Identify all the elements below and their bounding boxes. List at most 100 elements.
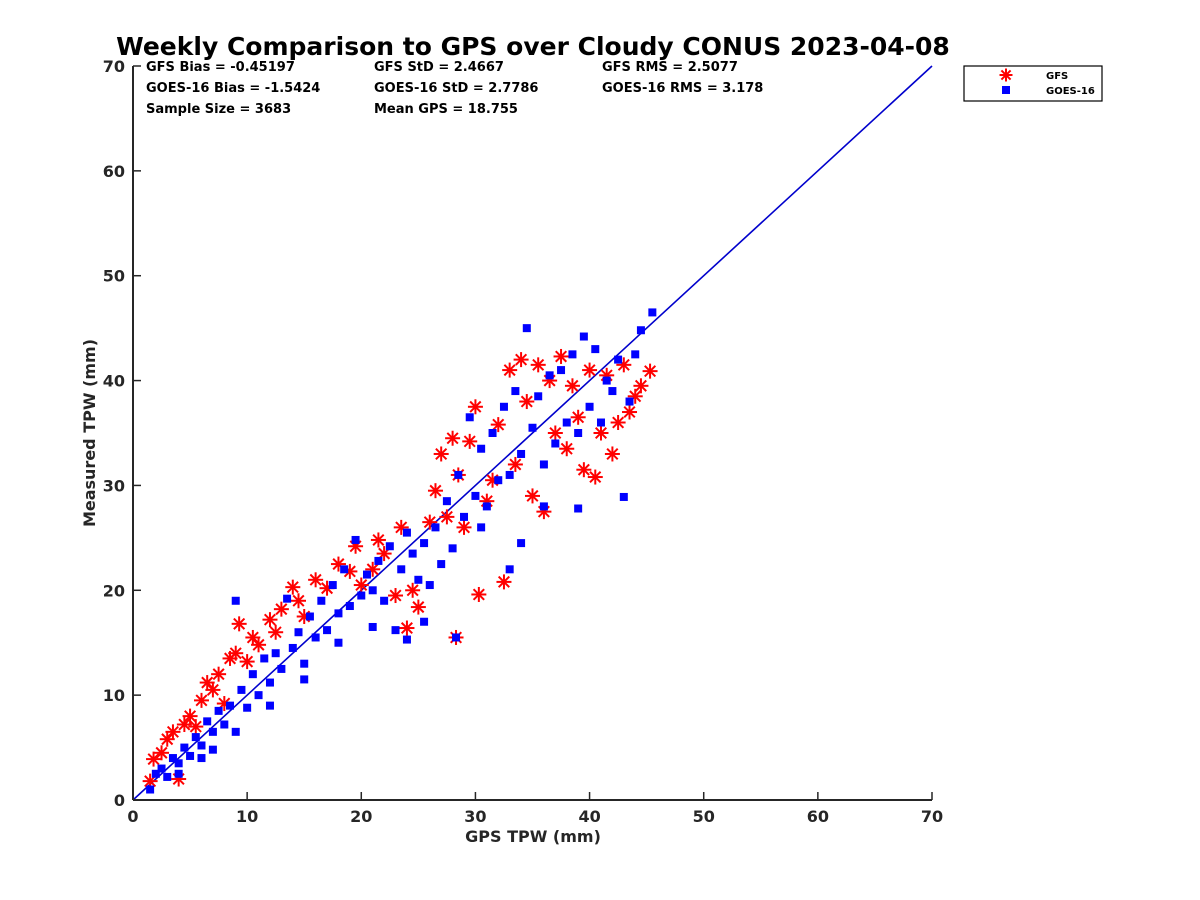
gfs-point-stroke: [469, 400, 482, 413]
gfs-point-stroke: [269, 626, 282, 639]
gfs-point: [610, 415, 626, 431]
goes16-point: [277, 664, 286, 673]
gfs-point: [353, 577, 369, 593]
gfs-point-stroke: [252, 638, 265, 651]
gfs-point-stroke: [577, 463, 590, 476]
gfs-point-stroke: [147, 753, 160, 766]
goes16-point: [357, 591, 366, 600]
gfs-point: [633, 378, 649, 394]
y-tick-label: 10: [103, 686, 125, 705]
gfs-point-stroke: [440, 510, 453, 523]
legend-goes-label: GOES-16: [1046, 86, 1095, 97]
goes16-point: [602, 376, 611, 385]
goes16-point: [174, 769, 183, 778]
gfs-point: [308, 572, 324, 588]
goes16-point: [608, 387, 617, 396]
goes16-point: [311, 633, 320, 642]
gfs-point-stroke: [492, 418, 505, 431]
goes16-point: [265, 701, 274, 710]
goes16-point: [294, 628, 303, 637]
stat-text: GOES-16 StD = 2.7786: [374, 81, 538, 96]
y-tick-label: 50: [103, 267, 125, 286]
gfs-point: [616, 357, 632, 373]
gfs-point-stroke: [246, 631, 259, 644]
gfs-point: [467, 399, 483, 415]
gfs-point: [559, 441, 575, 457]
legend-gfs-label: GFS: [1046, 71, 1068, 82]
goes16-point: [452, 633, 461, 642]
gfs-point-stroke: [343, 565, 356, 578]
gfs-point-stroke: [412, 601, 425, 614]
goes16-point: [539, 502, 548, 511]
goes16-point: [380, 596, 389, 605]
goes16-point: [323, 626, 332, 635]
goes16-point: [317, 596, 326, 605]
gfs-point: [291, 593, 307, 609]
x-tick-label: 40: [578, 807, 600, 826]
gfs-point-stroke: [435, 447, 448, 460]
goes16-point: [568, 350, 577, 359]
gfs-point: [405, 582, 421, 598]
goes16-point: [168, 754, 177, 763]
y-tick-label: 0: [114, 791, 125, 810]
gfs-point: [399, 620, 415, 636]
stat-text: Mean GPS = 18.755: [374, 102, 518, 117]
gfs-point-stroke: [395, 521, 408, 534]
gfs-point-stroke: [446, 432, 459, 445]
gfs-point: [564, 378, 580, 394]
goes16-point: [551, 439, 560, 448]
goes16-point: [488, 429, 497, 437]
gfs-point-stroke: [549, 426, 562, 440]
goes16-point: [402, 528, 411, 537]
goes16-point: [328, 581, 337, 590]
goes16-point: [157, 764, 166, 773]
gfs-point-stroke: [355, 579, 368, 592]
gfs-point: [502, 362, 518, 378]
goes16-point: [437, 560, 446, 569]
gfs-point-stroke: [389, 589, 402, 602]
goes16-point: [574, 429, 583, 437]
goes16-point: [391, 626, 400, 635]
goes16-point: [574, 504, 583, 513]
gfs-point: [393, 519, 409, 535]
gfs-point: [553, 348, 569, 364]
goes16-point: [248, 670, 257, 679]
goes16-point: [545, 371, 554, 380]
goes16-point: [442, 497, 451, 506]
gfs-point-stroke: [526, 489, 539, 502]
one-to-one-line: [132, 65, 933, 801]
goes16-point: [596, 418, 605, 427]
gfs-point: [268, 624, 284, 640]
gfs-point-stroke: [233, 617, 246, 630]
x-tick-label: 70: [921, 807, 943, 826]
goes16-point: [539, 460, 548, 469]
gfs-point: [490, 417, 506, 433]
gfs-point: [525, 488, 540, 504]
stat-text: GFS RMS = 2.5077: [602, 60, 738, 75]
stat-text: GFS Bias = -0.45197: [146, 60, 295, 75]
gfs-point-stroke: [472, 588, 485, 601]
goes16-point: [368, 622, 377, 631]
goes16-point: [197, 741, 206, 750]
gfs-point-stroke: [634, 379, 647, 392]
gfs-point-stroke: [423, 516, 436, 529]
goes16-point: [163, 772, 172, 781]
gfs-point: [587, 469, 603, 485]
gfs-point-stroke: [275, 603, 288, 616]
gfs-point: [165, 724, 181, 740]
goes16-point: [505, 470, 514, 479]
goes16-point: [517, 449, 526, 458]
legend: GFS GOES-16: [963, 65, 1103, 102]
gfs-point: [182, 708, 198, 724]
gfs-point-stroke: [644, 365, 657, 378]
gfs-point-stroke: [509, 458, 522, 471]
gfs-point: [273, 601, 289, 617]
goes16-point: [619, 492, 628, 501]
goes16-point: [231, 727, 240, 736]
goes16-point: [414, 575, 423, 584]
gfs-point-stroke: [623, 406, 636, 419]
goes16-point: [528, 423, 537, 432]
goes16-point: [208, 745, 217, 754]
gfs-point: [456, 519, 472, 535]
